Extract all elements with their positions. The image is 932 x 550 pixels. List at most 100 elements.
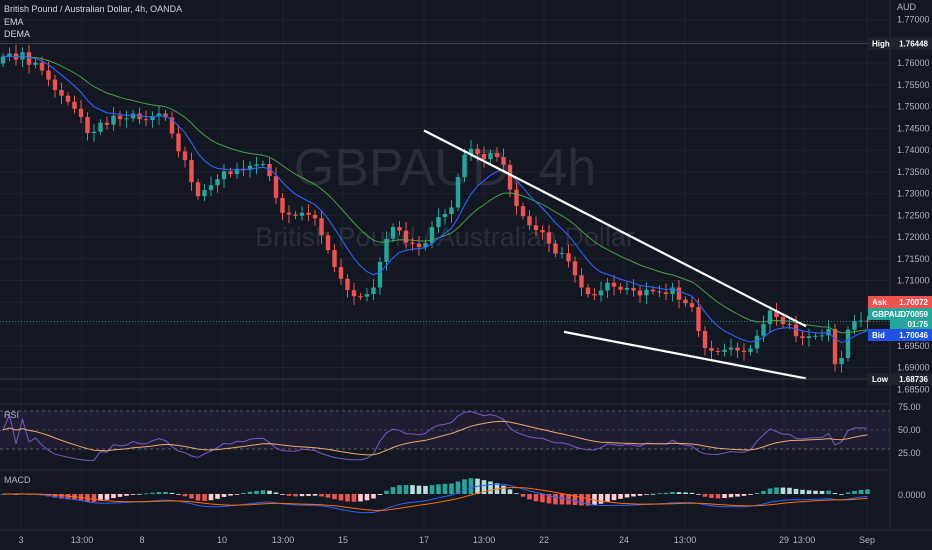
candle-body [605, 282, 610, 291]
macd-bar [852, 490, 857, 494]
time-tick: 22 [539, 535, 549, 545]
candle-body [260, 163, 266, 165]
candle-body [98, 122, 103, 132]
candle-body [280, 197, 285, 213]
macd-bar [826, 490, 831, 494]
legend-ema[interactable]: EMA [4, 17, 24, 27]
macd-bar [52, 494, 58, 498]
candle-body [572, 261, 578, 276]
macd-bar [514, 493, 519, 495]
candle-body [202, 190, 207, 197]
candle-body [507, 164, 513, 190]
candle-body [475, 148, 480, 154]
candle-body [7, 53, 12, 57]
candle-body [754, 335, 760, 349]
legend-dema[interactable]: DEMA [4, 29, 30, 39]
candle-body [585, 287, 591, 295]
macd-bar [85, 494, 90, 502]
candle-body [397, 227, 402, 231]
time-axis[interactable]: 3 13:00 8 10 13:00 15 17 13:00 22 24 13:00 29 13:00 S… [18, 535, 875, 545]
candle-body [598, 290, 604, 296]
candle-body [501, 157, 506, 165]
currency-label: AUD [897, 2, 917, 12]
time-tick: 15 [338, 535, 348, 545]
macd-bar [143, 493, 149, 495]
price-lines [0, 43, 890, 380]
macd-bar [605, 494, 610, 502]
candle-body [371, 287, 376, 295]
price-tag-name: GBPAUD [872, 310, 906, 319]
watermark-symbol: GBPAUD, 4h [294, 139, 596, 197]
candle-body [728, 347, 734, 350]
macd-bar [832, 492, 838, 494]
candle-body [124, 118, 129, 120]
price-tick: 1.74000 [897, 145, 930, 155]
macd-bar [371, 494, 376, 499]
candle-body [702, 331, 708, 348]
macd-bar [631, 494, 636, 497]
price-tick: 1.74500 [897, 123, 930, 133]
macd-bar [410, 485, 415, 494]
macd-label: MACD [4, 475, 31, 485]
candle-body [390, 227, 396, 239]
countdown-value: 01:75 [908, 320, 929, 329]
macd-bar [767, 488, 773, 494]
macd-bar [481, 480, 487, 494]
price-tag-name: Bid [872, 331, 885, 340]
macd-bar [59, 494, 64, 499]
rsi-pane: RSI 75.00 50.00 25.00 [0, 402, 921, 461]
macd-bar [813, 490, 818, 494]
macd-bar [241, 492, 246, 494]
candle-body [273, 176, 279, 198]
moving-averages [2, 55, 868, 344]
candle-body [351, 290, 357, 297]
candle-body [286, 212, 292, 215]
macd-bar [462, 479, 467, 494]
candle-body [579, 275, 584, 288]
macd-bar [689, 492, 695, 494]
macd-bar [176, 494, 181, 495]
price-tag-value: 1.70059 [899, 310, 928, 319]
macd-bar [858, 489, 864, 494]
candle-body [410, 242, 415, 244]
macd-bar [137, 493, 142, 495]
price-tag-value: 1.68736 [899, 375, 928, 384]
macd-bar [559, 494, 565, 505]
candle-body [319, 218, 324, 236]
countdown-bg [890, 319, 932, 329]
grid [0, 0, 890, 530]
candle-body [592, 294, 597, 296]
macd-bar [865, 489, 870, 494]
macd-bar [169, 492, 175, 494]
macd-bar [130, 494, 136, 495]
macd-bar [332, 494, 337, 500]
price-tick: 1.71500 [897, 254, 930, 264]
time-tick: 29 [779, 535, 789, 545]
candle-body [813, 335, 818, 337]
macd-bar [507, 489, 513, 494]
macd-bar [806, 490, 812, 494]
macd-bar [546, 494, 552, 504]
macd-bar [117, 494, 123, 497]
macd-bar [91, 494, 97, 502]
macd-bar [293, 494, 298, 497]
price-tag-value: 1.70046 [899, 331, 928, 340]
rsi-tick-25: 25.00 [898, 448, 921, 458]
price-axis[interactable]: 1.770001.765001.760001.755001.750001.745… [897, 15, 930, 395]
macd-bar [442, 483, 448, 494]
candle-body [611, 282, 617, 287]
candle-body [72, 101, 77, 109]
time-tick: 3 [18, 535, 23, 545]
price-tag-name: High [872, 40, 890, 49]
price-tag-value: 1.76448 [899, 40, 928, 49]
candle-body [228, 171, 233, 174]
time-tick: 13:00 [71, 535, 94, 545]
macd-bar [423, 485, 428, 494]
candle-body [663, 292, 669, 295]
price-tick: 1.73000 [897, 189, 930, 199]
macd-bar [585, 494, 591, 506]
candle-body [130, 113, 136, 119]
candle-body [494, 153, 500, 158]
macd-bar [111, 494, 116, 499]
